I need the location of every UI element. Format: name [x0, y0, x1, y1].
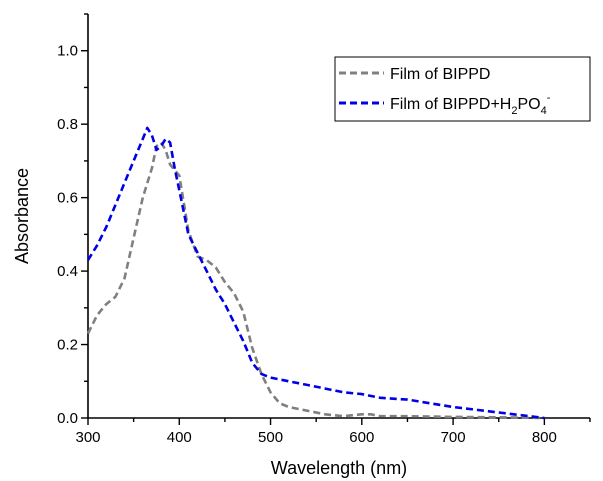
legend-label-base: Film of BIPPD+H — [390, 96, 511, 113]
x-tick-label: 500 — [258, 429, 283, 446]
y-tick-label: 0.2 — [57, 337, 78, 354]
legend: Film of BIPPD Film of BIPPD+H2PO4- — [334, 56, 591, 122]
y-tick-label: 0.4 — [57, 263, 78, 280]
y-tick-label: 0.0 — [57, 410, 78, 427]
y-tick-label: 0.8 — [57, 116, 78, 133]
legend-label-po: PO — [517, 96, 540, 113]
x-tick-label: 400 — [167, 429, 192, 446]
series-line-film-bippd — [86, 141, 545, 420]
legend-label-sup-minus: - — [547, 92, 551, 104]
y-tick-label: 0.6 — [57, 190, 78, 207]
x-tick-label: 700 — [441, 429, 466, 446]
legend-label-sub-4: 4 — [541, 105, 547, 117]
tick-labels: 300 400 500 600 700 800 0.0 0.2 0.4 0.6 0.8 1.0 — [57, 43, 557, 446]
y-tick-label: 1.0 — [57, 43, 78, 60]
legend-label-sub-2: 2 — [511, 105, 517, 117]
x-tick-label: 300 — [75, 429, 100, 446]
legend-label-film-bippd-h2po4: Film of BIPPD+H2PO4- — [390, 92, 551, 117]
legend-label-film-bippd: Film of BIPPD — [390, 66, 490, 83]
y-axis-title: Absorbance — [12, 168, 32, 264]
series-line-film-bippd-h2po4 — [86, 126, 545, 420]
x-tick-label: 800 — [532, 429, 557, 446]
legend-box — [334, 56, 591, 122]
series-lines — [86, 126, 545, 420]
x-axis-title: Wavelength (nm) — [271, 458, 407, 478]
x-tick-label: 600 — [349, 429, 374, 446]
